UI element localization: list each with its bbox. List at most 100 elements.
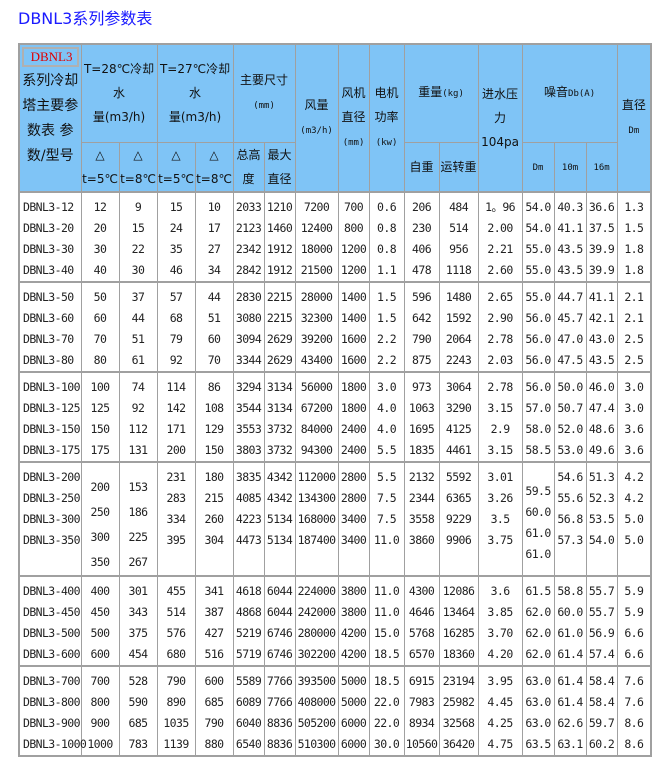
value-cell: 7.6 7.6 8.6 8.6: [616, 664, 652, 756]
noise-unit: Db(A): [568, 89, 596, 100]
table-value: 283: [166, 490, 187, 505]
value-cell: 2132 2344 3558 3860: [403, 460, 440, 576]
table-value: 3.6: [490, 583, 511, 598]
table-value: 30.0: [373, 736, 400, 751]
table-value: 63.0: [525, 694, 551, 709]
table-value: 61.5: [525, 583, 551, 598]
table-value: 6000: [340, 736, 367, 751]
table-value: 2.5: [624, 352, 644, 367]
table-value: 25982: [442, 694, 475, 709]
table-value: 12400: [300, 220, 333, 235]
table-value: DBNL3-600: [23, 646, 81, 661]
model-cell: DBNL3-400 DBNL3-450 DBNL3-500 DBNL3-600: [18, 574, 82, 666]
table-value: 63.0: [525, 715, 551, 730]
value-cell: 400 450 500 600: [80, 574, 120, 666]
table-value: 3544: [235, 400, 262, 415]
table-value: 34: [207, 262, 221, 277]
table-value: 231: [166, 469, 187, 484]
table-value: 375: [128, 625, 149, 640]
motor-header: 电机功率 (kw): [368, 43, 405, 192]
value-cell: 5000 5000 6000 6000: [337, 664, 370, 756]
value-cell: 55.0 56.0 56.0 56.0: [521, 280, 555, 372]
value-cell: 61.5 62.0 62.0 62.0: [521, 574, 555, 666]
table-value: 3.01: [487, 469, 513, 484]
table-value: 3.15: [487, 442, 513, 457]
table-value: 4.2: [624, 469, 644, 484]
table-value: 9229: [445, 511, 472, 526]
value-cell: 86 108 129 150: [194, 370, 234, 462]
table-value: 1600: [340, 331, 367, 346]
table-value: 4125: [445, 421, 472, 436]
table-value: 3.0: [377, 379, 397, 394]
air-label: 风量: [304, 97, 329, 112]
table-value: 60: [207, 331, 221, 346]
table-value: 24: [169, 220, 183, 235]
delta-icon: △: [171, 147, 181, 162]
table-value: 685: [204, 694, 225, 709]
value-cell: 180 215 260 304: [194, 460, 234, 576]
table-value: 7983: [408, 694, 435, 709]
table-value: 17: [207, 220, 221, 235]
value-cell: 3064 3290 4125 4461: [438, 370, 479, 462]
value-cell: 58.4 58.4 59.7 60.2: [585, 664, 618, 756]
table-value: 57.4: [588, 646, 615, 661]
table-value: 92: [131, 400, 145, 415]
table-value: 55.7: [588, 604, 615, 619]
value-cell: 5589 6089 6040 6540: [232, 664, 265, 756]
value-cell: 36.6 37.5 39.9 39.9: [585, 190, 618, 282]
table-value: 7766: [266, 673, 293, 688]
table-value: 5768: [408, 625, 435, 640]
table-value: DBNL3-150: [23, 421, 81, 436]
table-value: 2.90: [487, 310, 513, 325]
table-value: 5592: [445, 469, 472, 484]
table-value: 304: [204, 532, 225, 547]
flow28-header: T=28℃冷却水 量(m3/h): [80, 43, 158, 143]
table-value: 2.1: [624, 310, 644, 325]
table-value: 215: [204, 490, 225, 505]
table-value: 79: [169, 331, 183, 346]
table-value: 1800: [340, 379, 367, 394]
table-value: 3835: [235, 469, 262, 484]
table-value: 6040: [235, 715, 262, 730]
table-value: 15: [169, 199, 183, 214]
value-cell: 224000 242000 280000 302200: [294, 574, 339, 666]
table-value: 4461: [445, 442, 472, 457]
table-value: 30: [131, 262, 145, 277]
table-value: 55.6: [557, 490, 583, 505]
table-value: 114: [166, 379, 187, 394]
table-value: 92: [169, 352, 183, 367]
table-value: 2.03: [487, 352, 513, 367]
value-cell: 4300 4646 5768 6570: [403, 574, 440, 666]
table-value: 67200: [300, 400, 333, 415]
table-value: 600: [90, 646, 111, 661]
table-value: 18360: [442, 646, 475, 661]
value-cell: 41.1 42.1 43.0 43.5: [585, 280, 618, 372]
table-value: 880: [204, 736, 225, 751]
table-value: 3.26: [487, 490, 513, 505]
noise-dm-label: Dm: [532, 162, 544, 173]
delta-icon: △: [133, 147, 143, 162]
table-value: 427: [204, 625, 225, 640]
table-value: 6.6: [624, 625, 644, 640]
table-value: 0.8: [377, 241, 397, 256]
table-value: 393500: [297, 673, 337, 688]
value-cell: 2.65 2.90 2.78 2.03: [477, 280, 523, 372]
value-cell: 40.3 41.1 43.5 43.5: [553, 190, 587, 282]
table-value: 70: [207, 352, 221, 367]
table-value: 11.0: [373, 532, 400, 547]
table-value: 58.0: [525, 421, 551, 436]
flow27-unit: 量(m3/h): [168, 110, 222, 125]
table-value: 134300: [297, 490, 337, 505]
table-value: 168000: [297, 511, 337, 526]
table-value: 7.5: [377, 511, 397, 526]
value-cell: 9 15 22 30: [118, 190, 158, 282]
value-cell: 112000 134300 168000 187400: [294, 460, 339, 576]
pressure-unit: 力104pa: [481, 110, 519, 149]
table-value: 2400: [340, 421, 367, 436]
table-value: DBNL3-800: [23, 694, 81, 709]
table-value: 2830: [235, 289, 262, 304]
flow28-t8-header: △ t=8℃: [118, 141, 158, 192]
table-value: 59.7: [588, 715, 615, 730]
table-value: 478: [412, 262, 432, 277]
value-cell: 44 51 60 70: [194, 280, 234, 372]
